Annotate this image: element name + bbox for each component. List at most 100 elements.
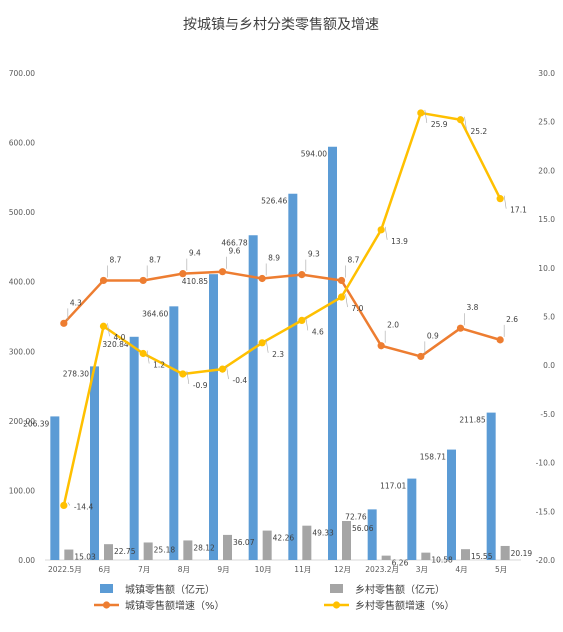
- urban-sales-bar: [50, 416, 60, 560]
- x-tick-label: 10月: [255, 565, 272, 574]
- rural-growth-point: [179, 370, 187, 378]
- y-right-tick-label: -20.0: [536, 556, 556, 565]
- rural-growth-leader-line: [107, 323, 110, 337]
- rural-growth-leader-line: [67, 502, 71, 506]
- urban-growth-data-label: 9.6: [229, 247, 241, 256]
- y-right-tick-label: 30.0: [538, 69, 555, 78]
- rural-sales-data-label: 6.26: [392, 559, 409, 568]
- y-right-tick-label: 25.0: [538, 118, 555, 127]
- rural-growth-data-label: 25.9: [431, 120, 448, 129]
- rural-growth-leader-line: [186, 370, 190, 385]
- urban-growth-point: [99, 276, 108, 285]
- rural-growth-leader-line: [146, 350, 150, 364]
- urban-sales-data-label: 206.39: [23, 419, 49, 428]
- rural-growth-data-label: 7.0: [352, 304, 364, 313]
- urban-sales-data-label: 158.71: [420, 453, 446, 462]
- urban-growth-point: [139, 276, 147, 285]
- rural-sales-data-label: 28.12: [193, 543, 215, 552]
- y-right-tick-label: 10.0: [538, 264, 555, 273]
- rural-sales-bar: [302, 525, 312, 560]
- urban-sales-data-label: 72.76: [345, 512, 367, 521]
- urban-growth-data-label: 2.0: [387, 321, 399, 330]
- urban-growth-point: [179, 270, 187, 278]
- rural-growth-leader-line: [265, 339, 269, 353]
- urban-sales-data-label: 526.46: [261, 197, 287, 206]
- urban-sales-data-label: 364.60: [142, 309, 168, 318]
- urban-sales-bar: [486, 412, 496, 560]
- chart-title: 按城镇与乡村分类零售额及增速: [183, 17, 379, 33]
- rural-sales-bar: [500, 545, 510, 560]
- urban-growth-data-label: 8.9: [268, 254, 280, 263]
- rural-growth-point: [337, 293, 346, 301]
- urban-growth-point: [337, 276, 346, 285]
- x-tick-label: 11月: [294, 565, 311, 574]
- y-left-tick-label: 700.00: [9, 69, 35, 78]
- urban-sales-data-label: 466.78: [221, 238, 247, 247]
- rural-sales-bar: [342, 520, 351, 560]
- rural-growth-point: [99, 322, 108, 330]
- rural-growth-point: [139, 349, 147, 358]
- urban-sales-bar: [209, 274, 218, 560]
- rural-sales-bar: [421, 552, 431, 560]
- urban-sales-data-label: 278.30: [63, 369, 89, 378]
- rural-growth-point: [60, 501, 68, 510]
- legend-label: 城镇零售额增速（%）: [125, 599, 225, 612]
- rural-sales-data-label: 36.07: [233, 538, 255, 547]
- rural-growth-data-label: 1.2: [153, 361, 165, 370]
- rural-growth-leader-line: [503, 195, 507, 209]
- rural-sales-bar: [223, 534, 232, 560]
- legend-urban-sales-swatch: [100, 584, 113, 593]
- rural-growth-data-label: 2.3: [272, 350, 284, 359]
- urban-growth-data-label: 9.3: [308, 250, 320, 259]
- rural-sales-data-label: 25.18: [154, 545, 176, 554]
- urban-growth-data-label: 9.4: [189, 249, 201, 258]
- urban-growth-point: [417, 352, 425, 361]
- rural-growth-data-label: 4.6: [312, 327, 324, 336]
- rural-growth-point: [298, 316, 306, 324]
- rural-growth-point: [496, 195, 504, 203]
- y-left-tick-label: 600.00: [9, 139, 35, 148]
- urban-growth-data-label: 0.9: [427, 331, 439, 340]
- rural-sales-bar: [461, 549, 470, 560]
- rural-growth-point: [417, 109, 425, 117]
- urban-sales-bar: [367, 509, 377, 560]
- urban-growth-line: [62, 270, 501, 358]
- urban-sales-bar: [407, 478, 417, 560]
- urban-growth-point: [496, 336, 504, 344]
- plot-area: 0.00 100.00 200.00 300.00 400.00 500.00 600.00…: [9, 69, 555, 574]
- rural-growth-leader-line: [226, 366, 229, 380]
- rural-sales-bar: [262, 530, 272, 560]
- urban-sales-bar: [447, 449, 456, 560]
- urban-growth-point: [377, 342, 385, 350]
- urban-sales-data-label: 320.84: [102, 340, 128, 349]
- rural-sales-bar: [143, 542, 153, 560]
- urban-growth-point: [60, 319, 68, 327]
- rural-growth-data-label: -0.9: [193, 381, 208, 390]
- y-left-tick-label: 100.00: [9, 486, 35, 495]
- urban-growth-point: [298, 271, 306, 279]
- legend-rural-growth-marker: [332, 601, 341, 609]
- x-tick-label: 8月: [178, 565, 190, 574]
- rural-growth-point: [258, 339, 266, 347]
- rural-sales-bar: [64, 549, 74, 560]
- x-tick-label: 7月: [138, 565, 150, 574]
- rural-growth-leader-line: [305, 317, 309, 331]
- legend-label: 乡村零售额（亿元）: [355, 583, 445, 596]
- urban-sales-data-label: 117.01: [380, 482, 406, 491]
- urban-sales-bar: [129, 336, 139, 560]
- rural-growth-data-label: 25.2: [471, 127, 488, 136]
- rural-sales-data-label: 10.58: [431, 556, 453, 565]
- x-tick-label: 6月: [98, 565, 110, 574]
- rural-growth-data-label: 17.1: [510, 206, 527, 215]
- x-tick-label: 3月: [416, 565, 428, 574]
- urban-growth-point: [258, 274, 266, 283]
- urban-sales-data-label: 594.00: [301, 150, 327, 159]
- rural-sales-data-label: 22.75: [114, 547, 136, 556]
- rural-sales-bar: [381, 555, 391, 560]
- x-tick-label: 4月: [455, 565, 467, 574]
- urban-sales-bar: [248, 235, 258, 560]
- rural-growth-leader-line: [424, 109, 428, 123]
- x-tick-label: 9月: [217, 565, 229, 574]
- y-left-tick-label: 400.00: [9, 278, 35, 287]
- rural-sales-data-label: 56.06: [352, 524, 374, 533]
